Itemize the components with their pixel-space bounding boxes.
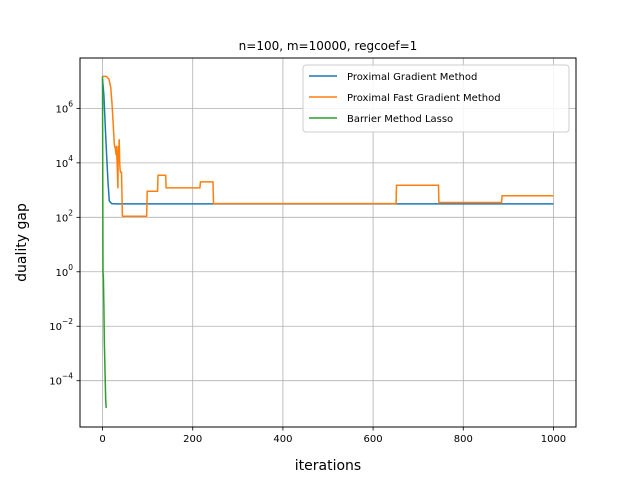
series-line-barrier-method-lasso <box>101 76 107 408</box>
series-lines <box>101 75 554 408</box>
plot-frame <box>79 57 577 428</box>
y-tick-label: 100 <box>55 263 73 279</box>
x-axis-label: iterations <box>295 458 361 474</box>
x-tick-label: 800 <box>454 434 473 445</box>
y-tick-label: 106 <box>55 99 73 115</box>
series-line-proximal-fast-gradient-method <box>102 75 554 217</box>
y-axis-label: duality gap <box>14 203 30 282</box>
chart-title: n=100, m=10000, regcoef=1 <box>239 39 418 53</box>
x-tick-label: 400 <box>273 434 292 445</box>
legend-label: Proximal Fast Gradient Method <box>347 93 501 104</box>
x-tick-label: 600 <box>364 434 383 445</box>
y-tick-label: 102 <box>55 208 73 224</box>
legend-label: Proximal Gradient Method <box>347 72 477 83</box>
x-tick-label: 200 <box>183 434 202 445</box>
y-tick-label: 104 <box>55 154 73 170</box>
x-tick-label: 0 <box>99 434 105 445</box>
x-axis: 0 200 400 600 800 1000 <box>99 427 566 445</box>
y-tick-label: 10−4 <box>49 372 73 388</box>
y-axis: 10−4 10−2 100 102 104 106 <box>49 99 80 388</box>
y-tick-label: 10−2 <box>49 317 73 333</box>
x-tick-label: 1000 <box>541 434 566 445</box>
legend: Proximal Gradient Method Proximal Fast Gr… <box>302 64 570 133</box>
legend-label: Barrier Method Lasso <box>347 114 453 125</box>
legend-box <box>302 64 570 133</box>
